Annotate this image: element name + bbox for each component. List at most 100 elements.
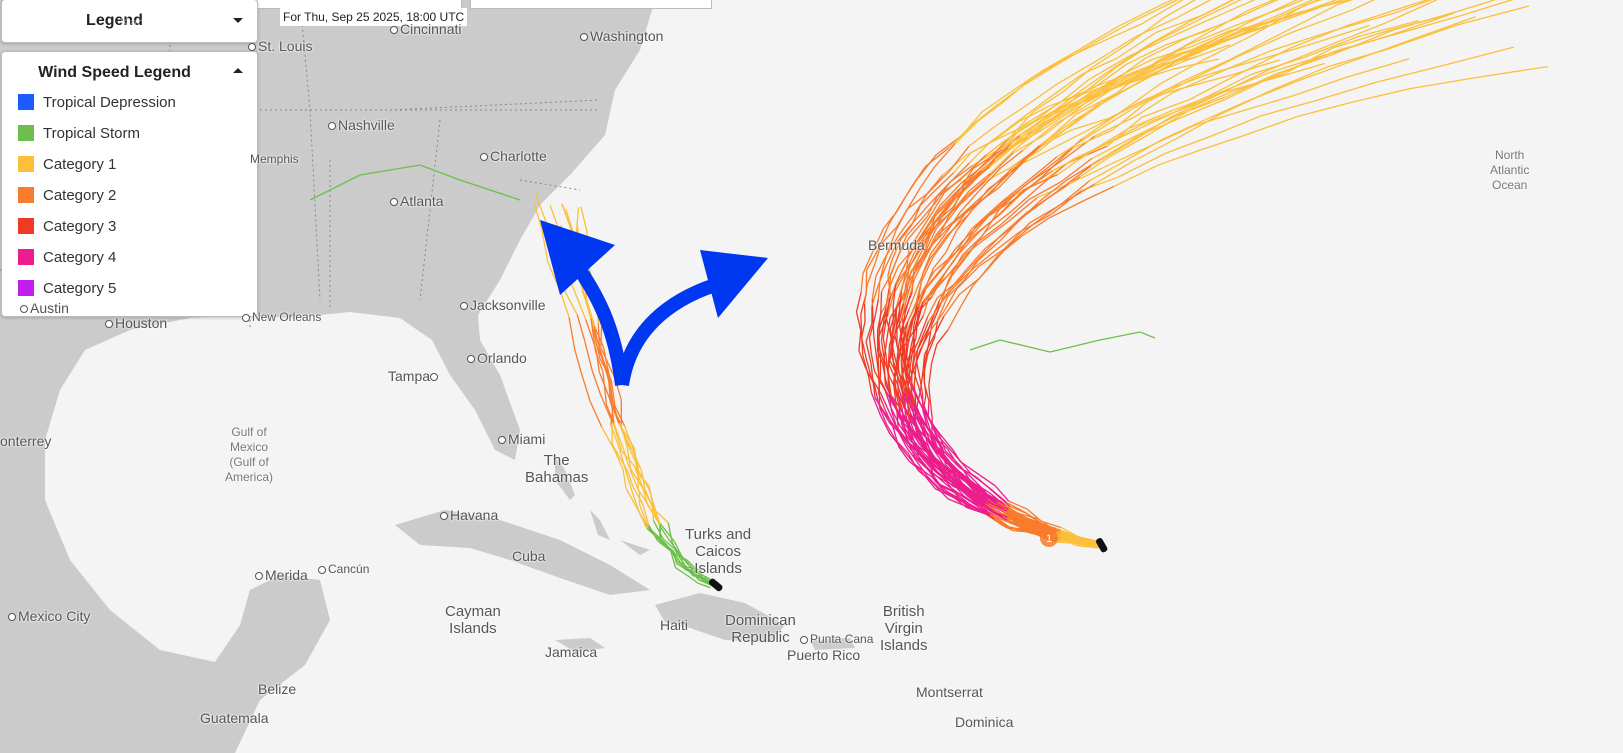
track-segment: [1008, 196, 1038, 222]
track-segment: [924, 320, 933, 340]
track-segment: [907, 386, 915, 408]
track-segment: [1289, 0, 1304, 6]
track-segment: [1227, 74, 1278, 99]
city-dot-icon: [248, 43, 256, 52]
track-segment: [1457, 5, 1530, 26]
track-segment: [1024, 169, 1054, 191]
track-segment: [1008, 508, 1024, 519]
track-segment: [674, 548, 689, 565]
track-segment: [901, 357, 908, 375]
track-segment: [971, 507, 991, 516]
track-segment: [885, 317, 891, 342]
track-segment: [926, 195, 938, 217]
top-control[interactable]: [470, 0, 712, 9]
track-segment: [893, 375, 897, 392]
track-segment: [1026, 508, 1042, 522]
place-label-orlando: Orlando: [467, 350, 527, 366]
track-segment: [948, 162, 970, 184]
track-segment: [896, 427, 909, 443]
track-segment: [999, 180, 1029, 204]
track-segment: [934, 192, 959, 217]
track-segment: [929, 463, 936, 482]
track-segment: [948, 213, 966, 236]
track-segment: [858, 350, 867, 369]
forecast-time: For Thu, Sep 25 2025, 18:00 UTC: [280, 8, 468, 26]
track-segment: [1068, 103, 1103, 129]
track-segment: [1024, 112, 1053, 135]
track-segment: [1271, 62, 1325, 80]
track-segment: [1132, 138, 1176, 162]
track-segment: [906, 279, 913, 299]
caret-up-icon[interactable]: [233, 68, 243, 73]
track-segment: [1056, 133, 1094, 158]
track-segment: [1012, 529, 1034, 534]
track-segment: [1147, 125, 1194, 148]
track-segment: [947, 254, 964, 281]
storm-marker[interactable]: 1: [708, 529, 1109, 592]
track-segment: [912, 312, 918, 329]
track-segment: [948, 190, 971, 216]
wind-legend-title: Wind Speed Legend: [38, 64, 191, 81]
track-segment: [1043, 106, 1076, 127]
track-segment: [923, 334, 936, 355]
track-segment: [875, 243, 882, 262]
track-segment: [1030, 58, 1065, 80]
place-label-cuba: Cuba: [512, 548, 546, 564]
track-segment: [1098, 23, 1142, 44]
place-label-dominica: Dominica: [955, 714, 1014, 730]
track-segment: [1180, 97, 1229, 119]
track-segment: [940, 468, 955, 486]
track-segment: [879, 407, 888, 425]
track-segment: [942, 449, 958, 466]
track-segment: [954, 266, 976, 287]
track-segment: [871, 276, 877, 300]
legend-toggle-button[interactable]: Legend: [1, 0, 258, 43]
track-segment: [870, 392, 882, 416]
track-segment: [1233, 0, 1279, 20]
track-segment: [1048, 93, 1082, 108]
track-segment: [607, 375, 612, 403]
track-segment: [629, 449, 639, 468]
track-segment: [943, 174, 966, 194]
track-segment: [1171, 42, 1217, 57]
track-segment: [866, 261, 877, 285]
track-segment: [1033, 104, 1065, 123]
track-segment: [1314, 81, 1377, 102]
track-segment: [1119, 82, 1162, 114]
track-segment: [954, 120, 979, 144]
track-segment: [860, 337, 867, 359]
track-segment: [1344, 58, 1410, 79]
track-segment: [968, 474, 983, 489]
track-segment: [631, 450, 643, 472]
track-segment: [901, 374, 909, 394]
track-segment: [1017, 141, 1047, 168]
track-segment: [898, 289, 903, 310]
track-segment: [945, 230, 958, 253]
track-segment: [964, 177, 988, 199]
storm-count-badge[interactable]: [1040, 529, 1058, 547]
track-segment: [870, 363, 874, 381]
track-segment: [1171, 45, 1212, 58]
track-segment: [1032, 90, 1065, 113]
track-segment: [927, 476, 942, 490]
track-segment: [1204, 0, 1235, 16]
track-segment: [1395, 15, 1459, 35]
track-segment: [1198, 10, 1248, 39]
track-segment: [977, 100, 1005, 122]
track-segment: [599, 394, 613, 423]
track-segment: [919, 166, 935, 188]
track-segment: [898, 211, 917, 236]
track-segment: [970, 480, 990, 493]
track-segment: [925, 268, 942, 288]
track-segment: [977, 488, 999, 503]
track-segment: [1049, 339, 1101, 353]
track-segment: [912, 224, 929, 248]
track-segment: [959, 191, 979, 213]
track-segment: [937, 296, 949, 319]
track-segment: [534, 204, 543, 231]
track-segment: [943, 288, 958, 313]
track-segment: [619, 422, 628, 448]
track-segment: [676, 553, 687, 568]
track-segment: [872, 380, 876, 398]
track-segment: [992, 166, 1017, 191]
